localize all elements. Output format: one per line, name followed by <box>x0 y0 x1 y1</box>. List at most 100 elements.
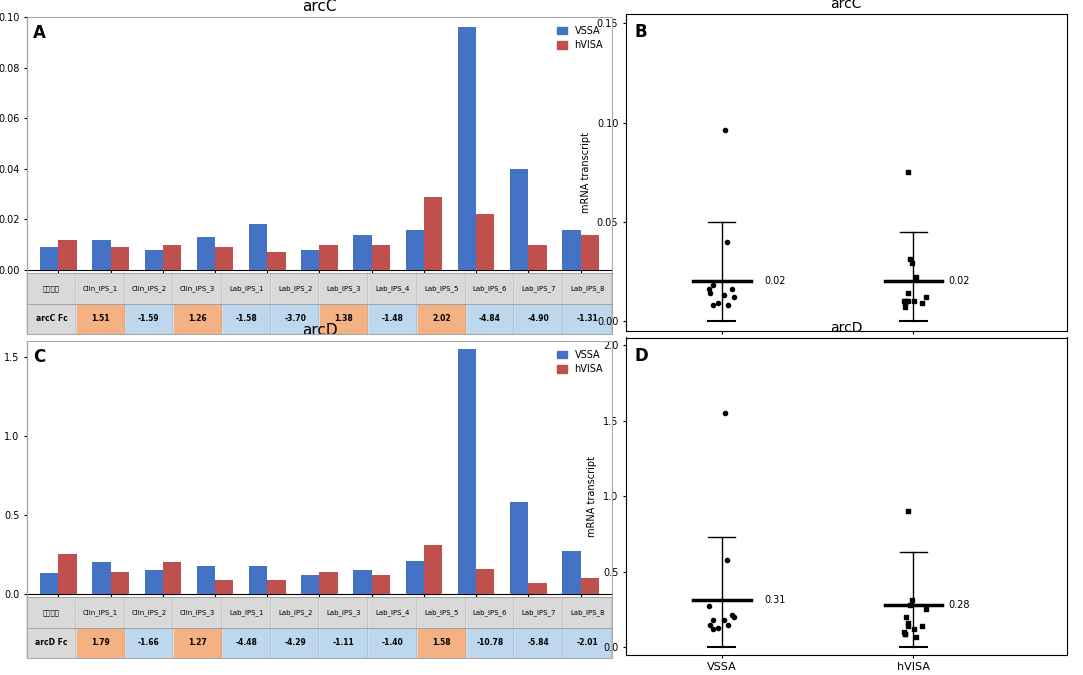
Bar <box>562 230 580 270</box>
Point <box>723 610 741 621</box>
Point <box>917 604 935 615</box>
Bar <box>110 247 129 270</box>
FancyBboxPatch shape <box>27 597 76 628</box>
Bar <box>353 235 371 270</box>
Bar <box>216 580 233 594</box>
Bar <box>423 545 442 594</box>
Text: Lab_IPS_3: Lab_IPS_3 <box>327 285 361 292</box>
Text: Clin_IPS_2: Clin_IPS_2 <box>131 609 167 616</box>
Text: 0.02: 0.02 <box>764 276 785 286</box>
FancyBboxPatch shape <box>417 273 466 304</box>
Bar <box>197 566 216 594</box>
Point <box>896 626 913 637</box>
Text: -4.48: -4.48 <box>235 639 258 647</box>
Bar <box>510 502 529 594</box>
FancyBboxPatch shape <box>222 273 271 304</box>
Text: 1.58: 1.58 <box>432 639 451 647</box>
Text: Lab_IPS_5: Lab_IPS_5 <box>425 285 458 292</box>
Bar <box>40 247 58 270</box>
FancyBboxPatch shape <box>563 628 612 658</box>
FancyBboxPatch shape <box>563 304 612 334</box>
Text: arcD Fc: arcD Fc <box>35 639 68 647</box>
Text: 2.02: 2.02 <box>432 315 451 323</box>
FancyBboxPatch shape <box>222 304 271 334</box>
Text: 1.79: 1.79 <box>91 639 109 647</box>
Text: -1.66: -1.66 <box>138 639 160 647</box>
FancyBboxPatch shape <box>173 304 222 334</box>
Bar <box>162 245 181 270</box>
FancyBboxPatch shape <box>466 597 514 628</box>
Text: 1.38: 1.38 <box>335 315 353 323</box>
FancyBboxPatch shape <box>368 628 417 658</box>
Bar <box>162 562 181 594</box>
Bar <box>301 250 319 270</box>
FancyBboxPatch shape <box>27 273 76 304</box>
FancyBboxPatch shape <box>76 597 125 628</box>
Point <box>709 622 727 633</box>
Text: Lab_IPS_4: Lab_IPS_4 <box>376 285 409 292</box>
Bar <box>268 580 286 594</box>
FancyBboxPatch shape <box>271 304 319 334</box>
Text: -3.70: -3.70 <box>284 315 306 323</box>
Bar <box>477 215 495 270</box>
FancyBboxPatch shape <box>222 597 271 628</box>
Bar <box>92 562 110 594</box>
Text: -1.31: -1.31 <box>576 315 599 323</box>
Text: 균주번호: 균주번호 <box>43 286 60 292</box>
Bar <box>268 252 286 270</box>
Bar <box>477 568 495 594</box>
Bar <box>562 551 580 594</box>
FancyBboxPatch shape <box>319 628 368 658</box>
Point <box>903 258 921 269</box>
Text: 0.28: 0.28 <box>948 600 969 610</box>
Title: arcC: arcC <box>831 0 862 11</box>
FancyBboxPatch shape <box>466 304 514 334</box>
Bar <box>144 250 162 270</box>
Point <box>914 298 931 308</box>
Text: -4.84: -4.84 <box>479 315 501 323</box>
Text: Lab_IPS_8: Lab_IPS_8 <box>571 609 604 616</box>
FancyBboxPatch shape <box>417 304 466 334</box>
Text: Lab_IPS_2: Lab_IPS_2 <box>278 609 312 616</box>
FancyBboxPatch shape <box>173 597 222 628</box>
Point <box>897 628 914 639</box>
Bar <box>110 572 129 594</box>
FancyBboxPatch shape <box>368 273 417 304</box>
Point <box>702 619 719 630</box>
Point <box>719 554 736 565</box>
FancyBboxPatch shape <box>222 628 271 658</box>
Text: Clin_IPS_2: Clin_IPS_2 <box>131 285 167 292</box>
Text: -1.48: -1.48 <box>381 315 404 323</box>
Point <box>917 292 935 302</box>
Point <box>901 599 918 610</box>
Text: Lab_IPS_7: Lab_IPS_7 <box>522 609 556 616</box>
Point <box>899 167 916 178</box>
FancyBboxPatch shape <box>368 304 417 334</box>
Point <box>896 296 913 306</box>
FancyBboxPatch shape <box>271 273 319 304</box>
Point <box>723 284 741 294</box>
FancyBboxPatch shape <box>271 628 319 658</box>
Text: Clin_IPS_1: Clin_IPS_1 <box>82 609 118 616</box>
FancyBboxPatch shape <box>125 597 173 628</box>
Bar <box>510 169 529 270</box>
Point <box>903 595 921 605</box>
Legend: VSSA, hVISA: VSSA, hVISA <box>553 22 608 55</box>
FancyBboxPatch shape <box>319 304 368 334</box>
Bar <box>406 230 423 270</box>
Bar <box>529 583 547 594</box>
Text: Lab_IPS_5: Lab_IPS_5 <box>425 609 458 616</box>
Text: Lab_IPS_8: Lab_IPS_8 <box>571 285 604 292</box>
FancyBboxPatch shape <box>466 628 514 658</box>
Bar <box>216 247 233 270</box>
FancyBboxPatch shape <box>173 273 222 304</box>
Point <box>899 506 916 516</box>
FancyBboxPatch shape <box>125 628 173 658</box>
Bar <box>249 224 268 270</box>
FancyBboxPatch shape <box>319 273 368 304</box>
Bar <box>371 245 390 270</box>
Bar <box>423 196 442 270</box>
Bar <box>406 561 423 594</box>
Point <box>914 620 931 631</box>
Point <box>704 279 721 290</box>
